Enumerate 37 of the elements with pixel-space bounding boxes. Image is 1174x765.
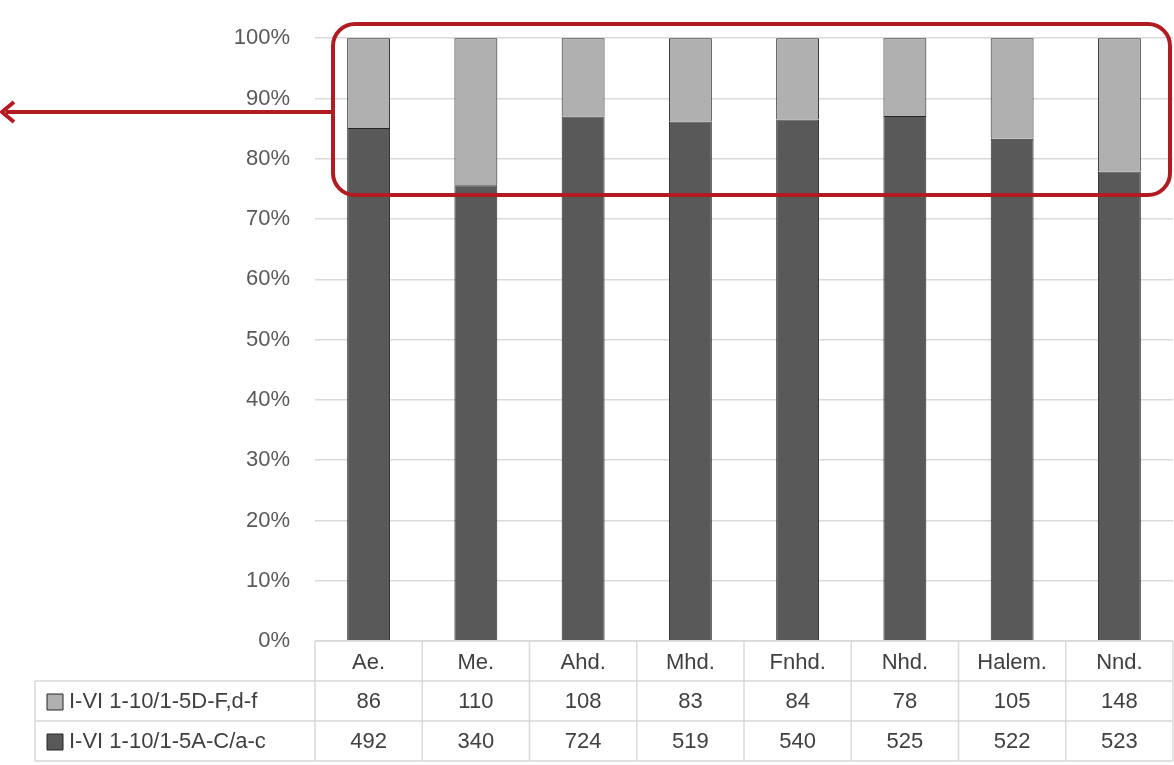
legend-label: I-VI 1-10/1-5A-C/a-c [69,728,266,754]
text: 84 [785,688,810,714]
text: 86 [356,688,381,714]
y-tick-label: 100% [233,24,290,50]
x-tick-label: Nhd. [881,649,929,675]
y-tick-label: 10% [245,566,290,592]
text: 540 [779,728,816,754]
text: 724 [564,728,602,754]
x-tick-label: Fnhd. [769,649,826,675]
text: 108 [564,688,602,714]
text: 522 [993,728,1031,754]
x-tick-label: Me. [457,649,495,675]
text: 110 [458,688,494,714]
x-tick-label: Ahd. [560,649,606,675]
text: 148 [1101,688,1138,714]
y-tick-label: 90% [245,84,290,110]
text: 492 [350,728,387,754]
y-tick-label: 70% [245,205,290,231]
text: 523 [1101,728,1138,754]
y-tick-label: 40% [245,385,290,411]
legend-label: I-VI 1-10/1-5D-F,d-f [69,688,259,714]
text: 83 [678,688,703,714]
x-tick-label: Halem. [977,649,1047,675]
y-tick-label: 50% [245,325,290,351]
y-tick-label: 60% [245,265,290,291]
y-tick-label: 80% [245,144,290,170]
y-tick-label: 0% [258,627,290,653]
text: 105 [993,688,1031,714]
y-tick-label: 20% [245,506,290,532]
text: 340 [457,728,495,754]
text: 525 [886,728,924,754]
text: 78 [892,688,918,714]
x-tick-label: Nnd. [1096,649,1143,675]
text: 519 [672,728,709,754]
x-tick-label: Mhd. [665,649,715,675]
y-tick-label: 30% [245,446,290,472]
x-tick-label: Ae. [352,649,386,675]
